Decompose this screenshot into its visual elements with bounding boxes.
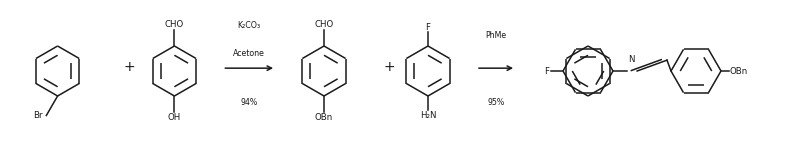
Text: K₂CO₃: K₂CO₃: [238, 21, 260, 30]
Text: 95%: 95%: [487, 98, 505, 107]
Text: N: N: [628, 55, 635, 64]
Text: OBn: OBn: [315, 113, 333, 122]
Text: Acetone: Acetone: [233, 49, 265, 59]
Text: CHO: CHO: [165, 20, 184, 29]
Text: CHO: CHO: [314, 20, 334, 29]
Text: +: +: [384, 60, 395, 74]
Text: Br: Br: [33, 111, 42, 120]
Text: 94%: 94%: [240, 98, 258, 107]
Text: H₂N: H₂N: [420, 110, 436, 120]
Text: F: F: [544, 66, 550, 76]
Text: +: +: [124, 60, 135, 74]
Text: OBn: OBn: [730, 66, 748, 76]
Text: PhMe: PhMe: [486, 31, 506, 40]
Text: OH: OH: [168, 113, 181, 122]
Text: F: F: [426, 22, 430, 32]
